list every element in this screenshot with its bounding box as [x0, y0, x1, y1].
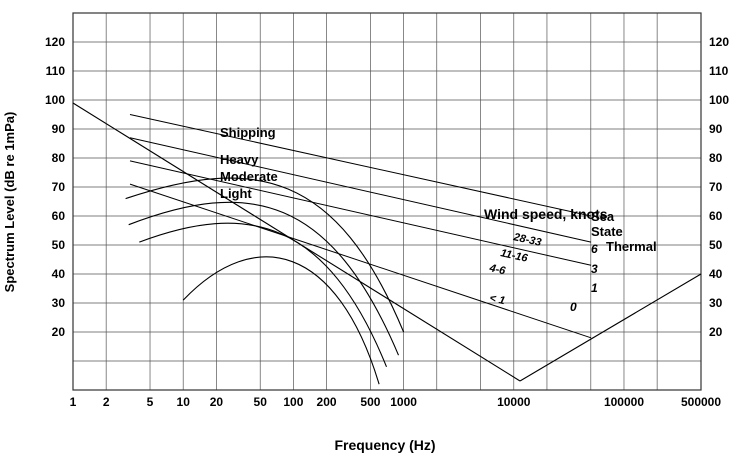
svg-text:1000: 1000	[390, 395, 417, 409]
svg-text:200: 200	[317, 395, 337, 409]
svg-text:Heavy: Heavy	[220, 152, 259, 167]
svg-text:80: 80	[709, 151, 723, 165]
svg-text:Spectrum Level (dB re 1mPa): Spectrum Level (dB re 1mPa)	[2, 112, 17, 293]
svg-text:100: 100	[283, 395, 303, 409]
svg-text:3: 3	[591, 262, 598, 276]
svg-text:110: 110	[46, 64, 66, 78]
svg-text:90: 90	[52, 122, 66, 136]
svg-text:40: 40	[709, 267, 723, 281]
svg-text:2: 2	[103, 395, 110, 409]
svg-text:1: 1	[70, 395, 77, 409]
svg-text:30: 30	[709, 296, 723, 310]
svg-text:30: 30	[52, 296, 66, 310]
svg-text:100000: 100000	[604, 395, 644, 409]
svg-text:70: 70	[709, 180, 723, 194]
svg-text:Thermal: Thermal	[606, 239, 657, 254]
svg-text:10000: 10000	[497, 395, 531, 409]
svg-text:20: 20	[52, 325, 66, 339]
svg-text:70: 70	[52, 180, 66, 194]
svg-text:Shipping: Shipping	[220, 125, 276, 140]
svg-text:100: 100	[45, 93, 65, 107]
svg-text:80: 80	[52, 151, 66, 165]
svg-text:110: 110	[709, 64, 729, 78]
svg-text:60: 60	[52, 209, 66, 223]
svg-text:5: 5	[147, 395, 154, 409]
svg-text:50: 50	[52, 238, 66, 252]
svg-text:50: 50	[709, 238, 723, 252]
svg-text:0: 0	[570, 300, 577, 314]
svg-text:Moderate: Moderate	[220, 169, 278, 184]
svg-text:120: 120	[45, 35, 65, 49]
svg-text:40: 40	[52, 267, 66, 281]
svg-text:State: State	[591, 224, 623, 239]
svg-text:20: 20	[210, 395, 224, 409]
svg-text:10: 10	[177, 395, 191, 409]
svg-text:500000: 500000	[681, 395, 721, 409]
svg-text:1: 1	[591, 281, 598, 295]
svg-text:6: 6	[591, 242, 598, 256]
svg-text:120: 120	[709, 35, 729, 49]
svg-text:90: 90	[709, 122, 723, 136]
svg-text:Frequency (Hz): Frequency (Hz)	[334, 437, 435, 453]
svg-text:50: 50	[254, 395, 268, 409]
svg-text:500: 500	[360, 395, 380, 409]
svg-text:Wind speed, knots: Wind speed, knots	[484, 206, 608, 222]
svg-text:100: 100	[709, 93, 729, 107]
svg-text:Sea: Sea	[591, 209, 615, 224]
svg-text:Light: Light	[220, 186, 252, 201]
svg-text:20: 20	[709, 325, 723, 339]
svg-text:60: 60	[709, 209, 723, 223]
